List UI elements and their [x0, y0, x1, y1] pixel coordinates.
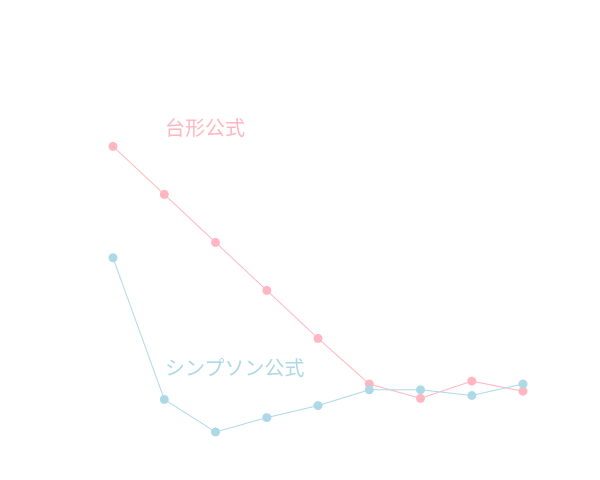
series-layer — [108, 141, 528, 437]
series-2 — [108, 253, 528, 437]
series-1-point — [518, 386, 528, 396]
series-2-point — [211, 427, 220, 437]
series-2-point — [416, 385, 425, 395]
series-label-trapezoid: 台形公式 — [165, 116, 245, 140]
series-1-point — [159, 189, 169, 199]
series-label-simpson: シンプソン公式 — [165, 356, 304, 380]
series-1-point — [211, 237, 220, 247]
series-1 — [108, 141, 528, 403]
series-2-point — [262, 413, 272, 423]
series-1-point — [467, 376, 477, 386]
series-1-point — [416, 393, 425, 403]
series-1-point — [262, 285, 272, 295]
series-2-point — [159, 394, 169, 404]
series-1-point — [313, 333, 323, 343]
series-2-point — [108, 253, 118, 263]
series-2-point — [467, 391, 477, 400]
series-2-point — [518, 379, 528, 389]
series-1-point — [108, 141, 118, 151]
series-2-point — [313, 401, 323, 411]
series-2-point — [364, 385, 374, 395]
